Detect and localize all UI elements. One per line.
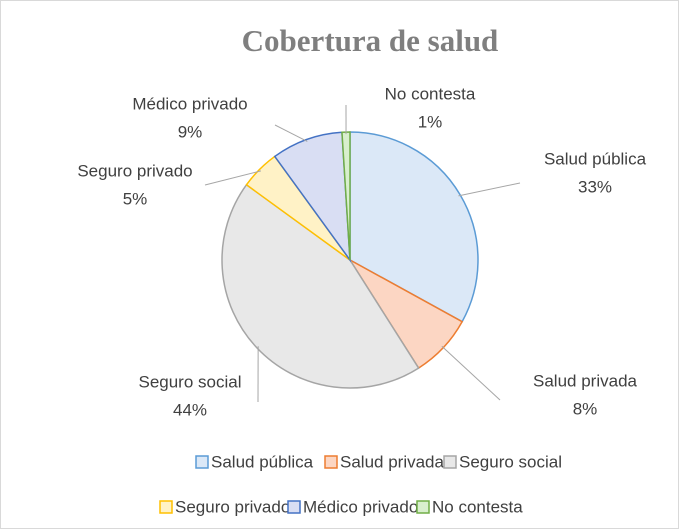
leader-line xyxy=(458,182,521,197)
data-label-value: 44% xyxy=(173,400,207,419)
data-label-name: Salud pública xyxy=(544,149,647,168)
legend-label: Salud pública xyxy=(211,452,314,471)
data-label-name: Seguro privado xyxy=(77,161,192,180)
legend-label: Seguro privado xyxy=(175,497,290,516)
legend-label: Salud privada xyxy=(340,452,445,471)
data-label-name: Salud privada xyxy=(533,371,638,390)
data-label-value: 1% xyxy=(418,112,443,131)
data-label-value: 9% xyxy=(178,122,203,141)
legend-label: No contesta xyxy=(432,497,523,516)
legend-swatch xyxy=(159,500,173,514)
legend-swatch xyxy=(443,455,457,469)
data-label-name: Médico privado xyxy=(132,94,247,113)
pie-slice xyxy=(221,183,420,389)
leader-line xyxy=(274,124,308,142)
legend-label: Seguro social xyxy=(459,452,562,471)
pie-slice xyxy=(349,131,479,323)
chart-title: Cobertura de salud xyxy=(242,23,499,58)
data-label-name: Seguro social xyxy=(138,372,241,391)
data-label-value: 8% xyxy=(573,399,598,418)
data-label-name: No contesta xyxy=(385,84,476,103)
leader-line xyxy=(204,170,262,186)
data-label-value: 33% xyxy=(578,177,612,196)
legend-swatch xyxy=(287,500,301,514)
legend-swatch xyxy=(324,455,338,469)
legend-swatch xyxy=(416,500,430,514)
leader-line xyxy=(441,345,501,401)
legend-label: Médico privado xyxy=(303,497,418,516)
legend-swatch xyxy=(195,455,209,469)
data-label-value: 5% xyxy=(123,189,148,208)
